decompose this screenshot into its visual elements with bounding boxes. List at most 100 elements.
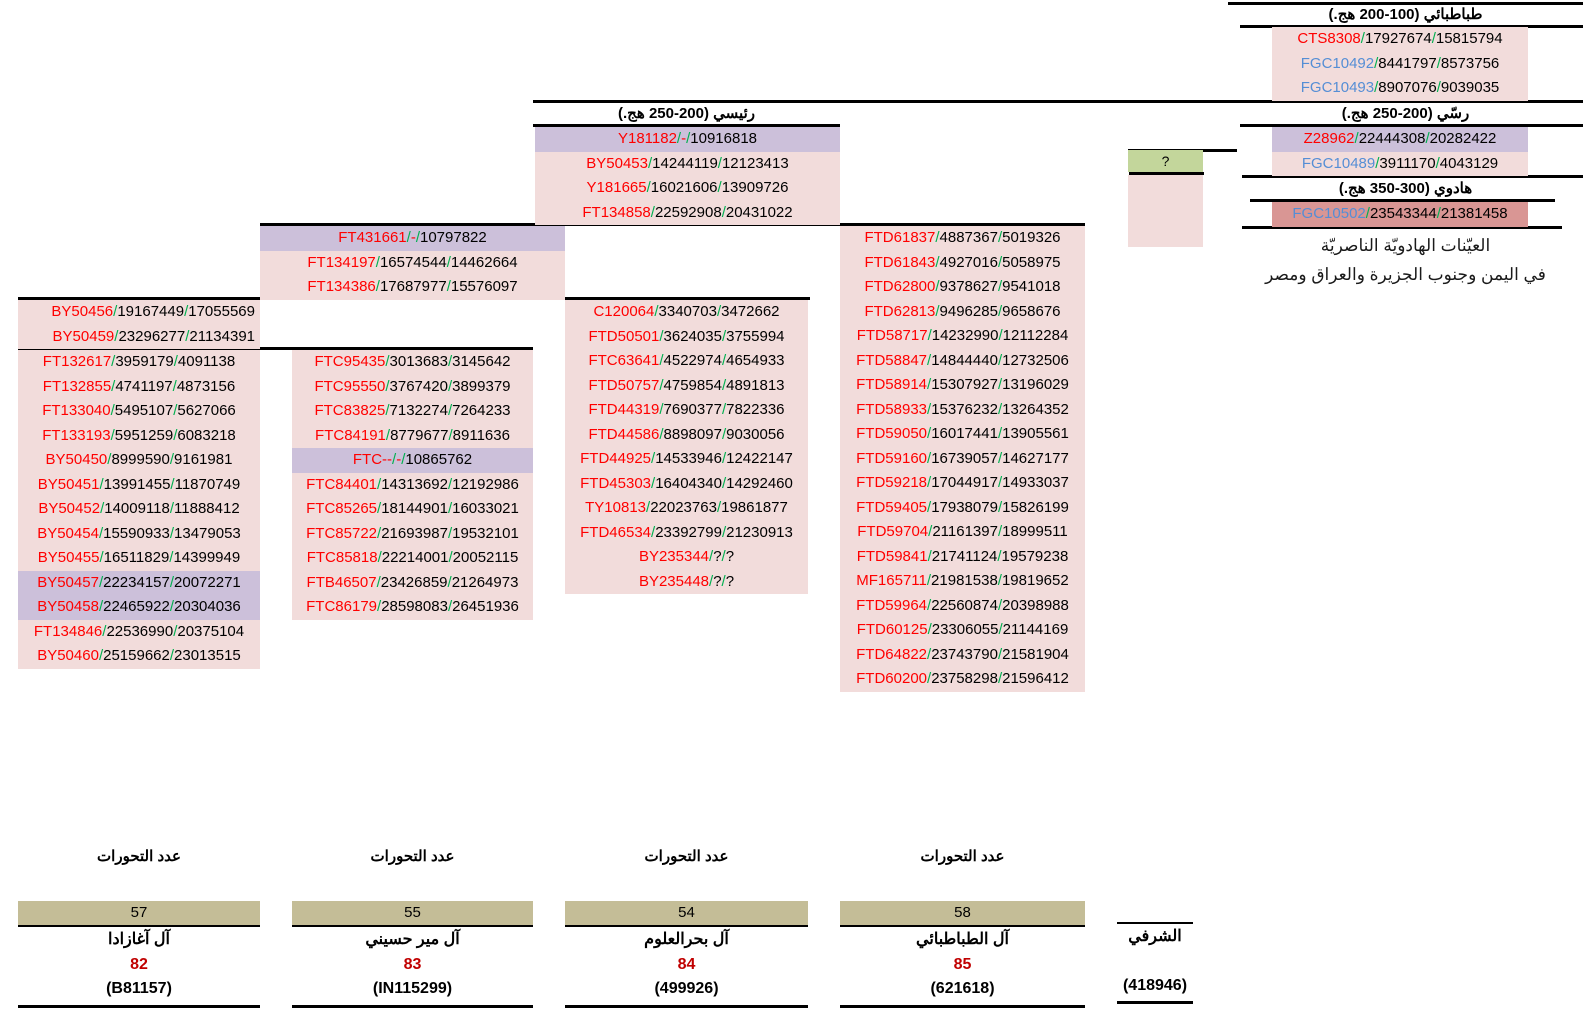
position-value-1: 23392799 <box>655 523 722 541</box>
slash-separator: / <box>997 670 1003 687</box>
position-value-2: 13264352 <box>1002 400 1069 418</box>
slash-separator: / <box>113 303 118 320</box>
slash-separator: / <box>721 376 727 394</box>
divider <box>565 1005 808 1008</box>
slash-separator: / <box>721 474 727 492</box>
snp-id: FTD44586 <box>588 425 660 443</box>
position-value-1: 17044917 <box>931 474 998 491</box>
slash-separator: / <box>659 352 664 369</box>
slash-separator: / <box>998 327 1003 344</box>
position-value-1: - <box>410 229 416 246</box>
position-value-1: 14232990 <box>931 327 999 344</box>
divider <box>18 1005 260 1008</box>
snp-id: BY50457 <box>37 573 99 591</box>
slash-separator: / <box>172 377 177 395</box>
slash-separator: / <box>100 500 105 517</box>
slash-separator: / <box>1431 30 1436 47</box>
slash-separator: / <box>375 253 380 271</box>
mutation-count-label: عدد التحورات <box>644 848 729 865</box>
position-value-2: 17055569 <box>188 303 255 320</box>
position-value-2: 12112284 <box>1002 327 1069 344</box>
position-value-2: ? <box>725 572 735 590</box>
branch2-mutations: FTC95435/3013683/3145642 FTC95550/3767420… <box>292 350 533 620</box>
snp-id: FTC95435 <box>314 353 386 370</box>
slash-separator: / <box>169 451 175 468</box>
position-value-1: 17938079 <box>931 498 998 516</box>
slash-separator: / <box>173 426 178 444</box>
slash-separator: / <box>385 353 390 370</box>
position-value-2: 4091138 <box>177 353 236 370</box>
position-value-1: 7690377 <box>663 401 722 418</box>
mutation-row: BY50454/15590933/13479053 <box>18 521 260 546</box>
position-value-2: 21230913 <box>726 523 793 541</box>
slash-separator: / <box>446 278 451 295</box>
mutation-row: FTD46534/23392799/21230913 <box>565 520 808 545</box>
slash-separator: / <box>651 474 656 492</box>
position-value-2: 15815794 <box>1435 30 1503 47</box>
position-value-1: ? <box>713 572 722 590</box>
family-name: آل الطباطبائي <box>916 931 1009 948</box>
stat-col-sharafi: الشرفي (418946) <box>1117 846 1193 1004</box>
slash-separator: / <box>927 351 932 369</box>
mutation-row: CTS8308/17927674/15815794 <box>1272 27 1528 52</box>
position-value-1: 21693987 <box>381 524 448 542</box>
family-name: آل آغازادا <box>108 931 170 948</box>
position-value-2: 12732506 <box>1002 351 1069 369</box>
divider <box>533 100 1583 103</box>
divider <box>1242 226 1562 229</box>
snp-id: FTD58914 <box>856 376 928 393</box>
position-value-1: 22023763 <box>650 499 717 516</box>
mutation-row: FTC63641/4522974/4654933 <box>565 349 808 374</box>
snp-id: FTD44925 <box>580 450 652 467</box>
slash-separator: / <box>415 229 420 246</box>
mutation-row: FTD60200/23758298/21596412 <box>840 667 1085 692</box>
mutation-row: FTD44319/7690377/7822336 <box>565 398 808 423</box>
snp-id: FTB46507 <box>306 573 377 591</box>
position-value-2: 10916818 <box>690 130 758 147</box>
position-value-1: 8779677 <box>390 426 449 444</box>
mutation-row: FTD58933/15376232/13264352 <box>840 397 1085 422</box>
position-value-2: 9658676 <box>1002 302 1061 320</box>
stat-col-aghazada: عدد التحورات 57 آل آغازادا 82 (B81157) <box>18 846 260 1008</box>
caption-line-2: في اليمن وجنوب الجزيرة والعراق ومصر <box>1265 265 1546 284</box>
position-value-1: 14844440 <box>931 351 998 369</box>
position-value-2: 26451936 <box>452 598 519 615</box>
slash-separator: / <box>709 548 714 565</box>
snp-id: FTD59050 <box>856 425 928 442</box>
position-value-2: 10865762 <box>405 451 473 468</box>
header-raeesi: رئيسي (200-250 هج.) <box>618 105 755 122</box>
position-value-2: 14627177 <box>1002 449 1069 467</box>
position-value-2: ? <box>725 548 735 565</box>
mutation-row: FTD59050/16017441/13905561 <box>840 422 1085 447</box>
position-value-2: 20282422 <box>1429 130 1497 147</box>
slash-separator: / <box>654 303 659 320</box>
slash-separator: / <box>111 353 116 370</box>
position-value-2: 21596412 <box>1002 670 1069 687</box>
mutation-row: FT134858/22592908/20431022 <box>535 200 840 225</box>
position-value-2: 7822336 <box>726 401 785 418</box>
slash-separator: / <box>1354 130 1359 147</box>
divider <box>840 1005 1085 1008</box>
unknown-branch-box: ? <box>1128 150 1203 172</box>
slash-separator: / <box>997 278 1003 295</box>
slash-separator: / <box>102 622 107 640</box>
slash-separator: / <box>927 621 932 638</box>
position-value-1: 15307927 <box>931 376 998 393</box>
slash-separator: / <box>997 229 1003 246</box>
rassi-mutations: Z28962/22444308/20282422 FGC10489/3911170… <box>1272 127 1528 176</box>
slash-separator: / <box>716 303 722 320</box>
family-name: الشرفي <box>1128 928 1182 945</box>
position-value-1: 15376232 <box>931 400 998 418</box>
mutation-row: FTD59964/22560874/20398988 <box>840 593 1085 618</box>
position-value-2: 23013515 <box>174 647 241 664</box>
position-value-1: 21981538 <box>931 572 998 589</box>
slash-separator: / <box>1375 154 1380 172</box>
slash-separator: / <box>173 402 178 419</box>
slash-separator: / <box>997 596 1003 614</box>
slash-separator: / <box>99 549 104 566</box>
slash-separator: / <box>676 130 682 147</box>
position-value-1: 23426859 <box>380 573 448 591</box>
position-value-2: 6083218 <box>177 426 236 444</box>
mutation-row: C120064/3340703/3472662 <box>565 300 808 325</box>
caption-line-1: العيّنات الهادويّة الناصريّة <box>1320 236 1491 255</box>
